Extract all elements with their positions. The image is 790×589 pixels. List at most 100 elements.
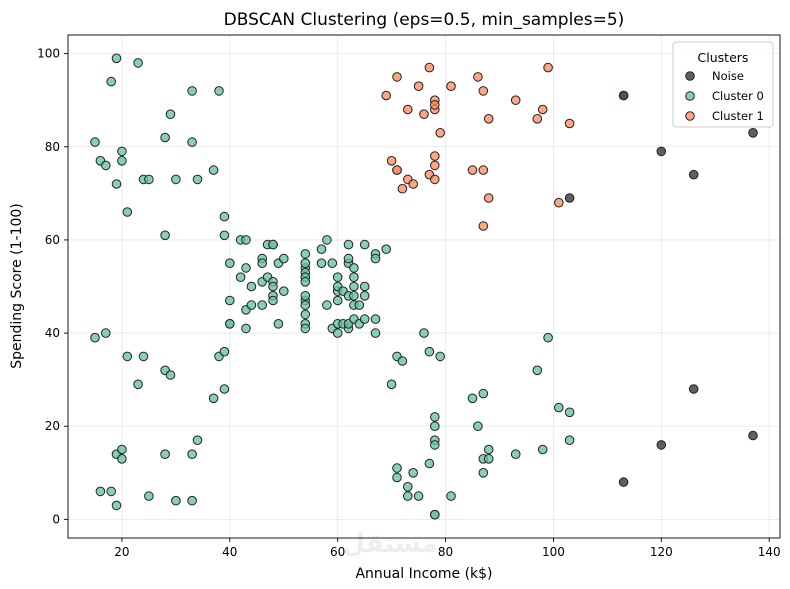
y-tick-label: 40: [45, 326, 60, 340]
point-cluster-0: [246, 300, 257, 310]
point-cluster-1: [543, 62, 553, 73]
point-cluster-1: [483, 114, 494, 124]
point-cluster-0: [268, 295, 278, 306]
legend-title: Clusters: [698, 50, 749, 65]
x-axis-ticks: 20 40 60 80 100 120 140: [114, 538, 781, 559]
point-cluster-0: [117, 444, 127, 455]
y-tick-label: 20: [45, 419, 60, 433]
point-cluster-0: [316, 244, 327, 254]
x-tick-label: 80: [438, 545, 453, 559]
point-cluster-0: [246, 281, 257, 292]
point-cluster-0: [117, 156, 127, 166]
point-cluster-0: [343, 239, 354, 250]
point-cluster-0: [144, 491, 154, 501]
point-cluster-1: [564, 118, 575, 129]
point-cluster-1: [386, 156, 397, 166]
point-cluster-0: [187, 86, 197, 96]
grid: [68, 35, 780, 538]
point-cluster-1: [510, 95, 521, 105]
point-cluster-0: [359, 281, 370, 292]
point-cluster-0: [300, 300, 311, 310]
point-cluster-0: [300, 258, 311, 269]
point-noise: [748, 430, 758, 441]
point-cluster-0: [160, 449, 170, 460]
point-cluster-0: [187, 495, 197, 506]
point-cluster-1: [430, 174, 440, 185]
point-cluster-0: [359, 314, 370, 324]
point-cluster-1: [430, 151, 440, 161]
point-cluster-0: [111, 500, 122, 511]
x-tick-label: 20: [114, 545, 129, 559]
point-cluster-1: [381, 90, 392, 101]
point-cluster-0: [187, 449, 197, 460]
point-cluster-0: [235, 272, 246, 283]
point-cluster-0: [564, 407, 575, 418]
point-noise: [748, 128, 758, 138]
point-cluster-0: [241, 263, 251, 273]
y-tick-label: 80: [45, 140, 60, 154]
point-cluster-0: [322, 300, 332, 310]
point-cluster-0: [171, 495, 181, 506]
y-axis-ticks: 0 20 40 60 80 100: [37, 47, 68, 526]
point-noise: [656, 146, 667, 157]
point-noise: [688, 169, 699, 180]
point-cluster-0: [316, 258, 327, 269]
point-cluster-0: [483, 454, 494, 464]
point-cluster-0: [478, 468, 489, 478]
point-cluster-0: [257, 300, 268, 310]
point-cluster-0: [208, 165, 219, 175]
point-noise: [618, 90, 629, 101]
point-cluster-1: [424, 62, 435, 73]
point-cluster-0: [138, 351, 149, 362]
point-cluster-0: [117, 146, 127, 157]
point-cluster-0: [160, 230, 170, 241]
point-cluster-0: [392, 472, 402, 483]
point-cluster-0: [187, 137, 197, 147]
point-cluster-0: [370, 253, 381, 264]
point-cluster-0: [413, 491, 424, 501]
point-cluster-0: [300, 323, 311, 334]
point-cluster-0: [532, 365, 543, 376]
point-cluster-0: [90, 332, 100, 343]
point-cluster-0: [332, 295, 343, 306]
point-noise: [618, 477, 629, 487]
point-cluster-0: [111, 53, 122, 64]
x-axis-label: Annual Income (k$): [355, 566, 492, 582]
point-cluster-0: [483, 444, 494, 455]
point-cluster-0: [225, 319, 235, 329]
point-cluster-0: [117, 454, 127, 464]
point-cluster-0: [343, 253, 354, 264]
point-cluster-1: [478, 221, 489, 231]
point-cluster-0: [381, 244, 392, 254]
point-cluster-0: [430, 509, 440, 520]
point-cluster-0: [397, 356, 408, 366]
point-cluster-0: [300, 291, 311, 301]
point-cluster-0: [214, 86, 224, 96]
point-cluster-0: [133, 58, 143, 68]
point-cluster-0: [354, 300, 365, 310]
point-cluster-0: [435, 351, 446, 362]
x-tick-label: 60: [330, 545, 345, 559]
point-cluster-0: [208, 393, 219, 404]
point-cluster-0: [225, 295, 235, 306]
point-cluster-1: [419, 109, 429, 119]
point-cluster-0: [359, 239, 370, 250]
point-cluster-0: [386, 379, 397, 390]
point-cluster-0: [467, 393, 478, 404]
y-tick-label: 60: [45, 233, 60, 247]
point-cluster-1: [413, 81, 424, 91]
point-cluster-0: [219, 211, 230, 222]
point-cluster-0: [424, 346, 435, 357]
point-cluster-0: [424, 458, 435, 469]
x-tick-label: 100: [542, 545, 565, 559]
point-cluster-0: [106, 76, 116, 87]
point-cluster-0: [370, 314, 381, 324]
point-cluster-1: [537, 104, 548, 115]
point-cluster-0: [403, 491, 413, 501]
point-cluster-0: [122, 351, 133, 362]
point-cluster-0: [241, 235, 251, 245]
point-cluster-0: [111, 179, 122, 189]
point-cluster-0: [122, 207, 133, 217]
point-cluster-1: [446, 81, 456, 91]
point-cluster-1: [554, 197, 564, 208]
